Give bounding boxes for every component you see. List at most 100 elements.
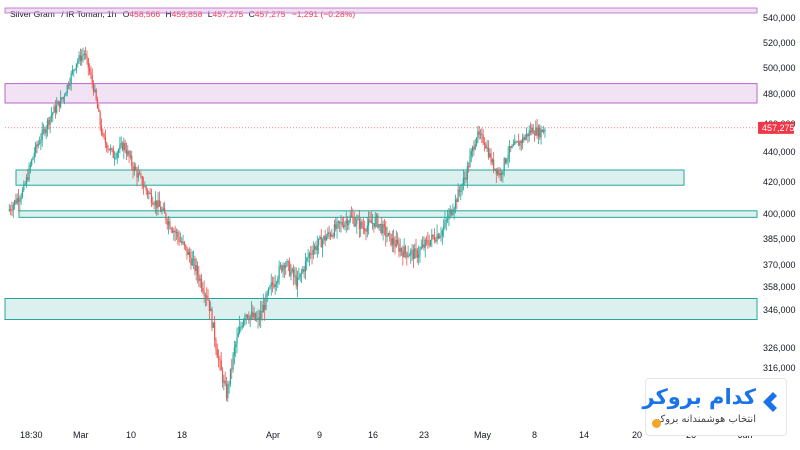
candle-body [452,211,454,215]
low-label: L [208,9,213,19]
candle-body [246,314,249,319]
candle-body [61,97,63,100]
candle-body [332,234,334,237]
candle-body [79,55,81,61]
last-price-marker: 457,275 [5,121,795,134]
candle-body [312,249,314,255]
candle-body [489,153,491,158]
symbol-pair: / IR Toman, 1h [61,9,116,19]
price-tick-label: 480,000 [763,89,796,99]
price-tick-label: 358,000 [763,282,796,292]
candle-body [60,97,62,108]
candle-body [171,229,174,233]
candle-body [466,166,468,180]
candle-body [125,150,128,155]
candle-body [266,293,268,295]
candle-body [445,219,447,221]
candle-body [196,265,199,275]
date-tick-label: 10 [126,430,136,440]
candle-body [468,166,470,168]
candle-body [216,349,218,358]
support-zone-3[interactable] [4,298,758,320]
candle-body [389,233,391,235]
candle-body [523,137,525,140]
candle-body [229,368,232,384]
candle-body [248,318,250,321]
candle-body [8,209,10,211]
candle-body [28,166,30,180]
candle-body [115,157,117,159]
candle-body [202,288,204,292]
candle-body [456,199,458,202]
candle-body [360,221,362,229]
candle-body [285,265,287,268]
candle-body [298,277,300,279]
candle-body [223,380,225,383]
candle-body [433,236,436,241]
candle-body [82,54,84,56]
candle-body [310,253,312,255]
support-zone-1[interactable] [15,169,685,186]
candle-body [543,130,545,132]
candle-body [423,244,425,248]
candle-body [497,170,499,175]
candle-body [270,282,272,287]
candle-body [494,168,496,170]
candle-body [337,221,339,223]
candle-body [487,147,490,158]
candle-body [320,236,322,248]
candle-body [281,265,283,272]
resistance-zone[interactable] [4,83,758,104]
candle-body [220,360,222,371]
candle-body [291,269,293,272]
date-axis[interactable]: 18:30Mar1018Apr91623May8142026Jun [20,430,753,440]
candle-body [129,155,132,157]
candle-body [254,313,257,320]
candle-body [302,269,304,273]
candle-body [439,236,441,239]
date-tick-label: 23 [419,430,429,440]
price-axis[interactable]: 540,000520,000500,000480,000460,000440,0… [763,13,796,413]
candle-body [491,159,493,163]
candle-body [340,222,342,224]
candle-body [40,139,42,143]
candle-body [510,146,512,148]
candle-body [390,233,392,246]
candle-body [12,204,14,211]
candle-body [19,199,21,202]
candle-body [167,221,170,225]
candle-body [181,241,183,244]
candle-body [350,215,353,217]
candle-body [224,380,226,384]
support-zone-2[interactable] [18,210,758,218]
date-tick-label: May [474,430,492,440]
candle-body [283,265,285,268]
candle-body [142,185,145,187]
candle-body [15,200,17,204]
candle-body [398,243,400,252]
candle-body [235,344,237,348]
candle-body [69,83,71,87]
top-resistance-band[interactable] [4,7,758,14]
candle-body [279,265,282,267]
candle-body [368,219,370,226]
candle-body [262,304,264,313]
candle-body [58,101,60,108]
candle-body [486,147,488,149]
candle-body [199,278,201,281]
candle-body [236,337,238,345]
candle-body [328,232,330,234]
candle-body [449,209,451,214]
candle-body [406,252,408,257]
candle-body [164,208,166,214]
candle-body [324,236,326,241]
close-label: C [249,9,255,19]
candle-body [448,213,450,220]
candle-body [211,308,213,328]
candle-body [441,230,443,236]
date-tick-label: 9 [317,430,322,440]
candle-body [54,106,56,113]
candle-body [531,127,533,133]
candle-body [89,67,91,72]
